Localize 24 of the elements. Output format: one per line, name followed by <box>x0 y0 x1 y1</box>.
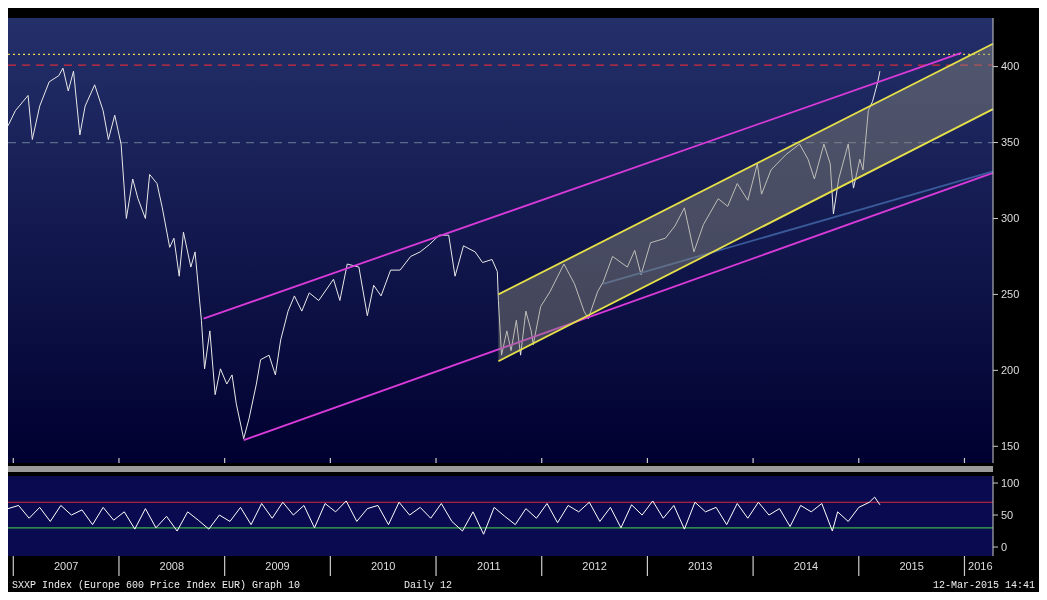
line-series <box>8 67 881 440</box>
y-tick-label: 50 <box>1001 508 1014 521</box>
x-tick-label: 2012 <box>582 560 607 572</box>
y-tick-label: 0 <box>1001 540 1008 553</box>
text: SXXP Index (Europe 600 Price Index EUR) Graph 10 <box>12 580 301 591</box>
x-tick-label: 2007 <box>53 560 79 572</box>
text: 12-Mar-2015 14:41 <box>932 580 1035 591</box>
x-tick-label: 2016 <box>968 560 993 572</box>
y-tick-label: 300 <box>1001 212 1020 225</box>
x-tick-label: 2015 <box>899 560 924 572</box>
x-tick-label: 2010 <box>370 560 396 572</box>
x-tick-label: 2013 <box>688 560 713 572</box>
x-tick-label: 2014 <box>793 560 819 572</box>
text: Daily 12 <box>403 580 453 591</box>
y-tick-label: 150 <box>1001 440 1020 453</box>
y-tick-label: 250 <box>1001 288 1020 301</box>
x-tick-label: 2009 <box>265 560 290 572</box>
y-tick-label: 200 <box>1001 364 1020 377</box>
y-tick-label: 350 <box>1001 136 1020 149</box>
y-tick-label: 100 <box>1001 476 1020 489</box>
y-tick-label: 400 <box>1001 60 1020 73</box>
x-tick-label: 2008 <box>159 560 185 572</box>
line-series <box>8 496 881 535</box>
x-tick-label: 2011 <box>477 560 501 572</box>
